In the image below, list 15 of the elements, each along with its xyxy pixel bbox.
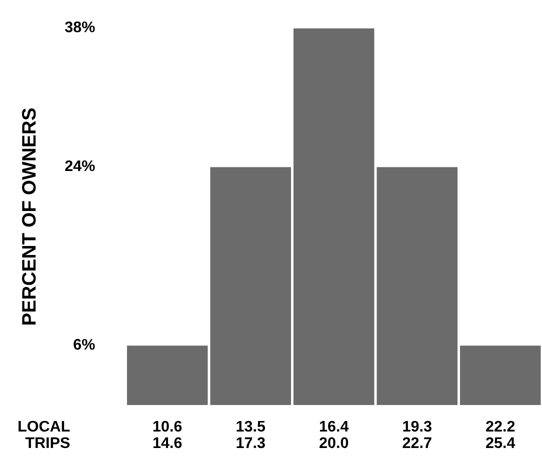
x-tick-label: 19.3 22.7 [402, 420, 432, 448]
bar [376, 167, 458, 406]
x-tick-label: 10.6 14.6 [153, 420, 182, 448]
bar [460, 346, 541, 406]
y-axis-title: PERCENT OF OWNERS [22, 108, 36, 324]
y-tick-label: 38% [64, 21, 95, 32]
x-tick-label: 22.2 25.4 [486, 420, 516, 448]
bar [210, 167, 291, 406]
bar [293, 28, 374, 406]
x-tick-label: 16.4 20.0 [320, 420, 349, 448]
y-tick-label: 24% [65, 160, 95, 172]
x-tick-label: 13.5 17.3 [236, 420, 266, 448]
bar [126, 346, 208, 406]
text: LOCAL TRIPS [18, 420, 70, 448]
y-tick-label: 6% [74, 338, 95, 350]
